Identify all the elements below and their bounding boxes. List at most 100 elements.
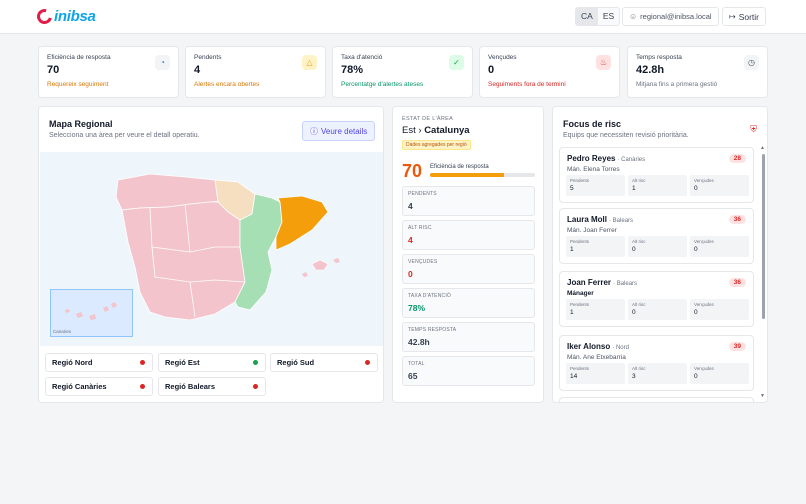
map-area[interactable]: Canaries [40,152,383,346]
area-state-label: ESTAT DE L'ÀREA [402,116,454,122]
map-region-balears[interactable] [311,259,329,271]
risk-stat-value: 0 [694,309,698,316]
stat-value: 0 [408,269,413,279]
risk-person: Pedro Reyes · Canàries [567,154,746,163]
risk-stats: Pendents 1 Alt risc 0 Vençudes 0 [566,236,749,257]
risk-stat-value: 0 [694,373,698,380]
risk-person-region: · Canàries [617,157,646,163]
status-dot [253,360,258,365]
efficiency-label: Eficiència de resposta [430,164,489,170]
scroll-up-icon[interactable]: ▲ [760,145,765,151]
kpi-card-pending[interactable]: Pendents 4 Alertes encara obertes △ [185,46,326,98]
risk-stat-value: 1 [632,185,636,192]
area-breadcrumb: Est › Catalunya [402,125,534,136]
region-chip-nord[interactable]: Regió Nord [45,353,153,372]
stat-label: VENÇUDES [408,259,438,265]
risk-person-name: Iker Alonso [567,342,611,351]
stat-value: 4 [408,235,413,245]
kpi-card-efficiency[interactable]: Eficiència de resposta 70 Requereix segu… [38,46,179,98]
risk-stat-label: Vençudes [694,302,714,307]
stat-value: 78% [408,303,426,313]
map-header: Mapa Regional Selecciona una àrea per ve… [49,119,200,139]
risk-stat-pending: Pendents 1 [566,236,625,257]
efficiency-progress-fill [430,173,504,177]
map-region-catalunya[interactable] [275,195,329,251]
area-state-panel: ESTAT DE L'ÀREA Est › Catalunya Dades ag… [392,106,544,403]
risk-card[interactable] [559,397,754,402]
scroll-down-icon[interactable]: ▼ [760,393,765,399]
region-chip-label: Regió Balears [165,382,216,391]
stat-label: TOTAL [408,361,425,367]
stat-value: 4 [408,201,413,211]
risk-card[interactable]: Laura Moll · Balears Mán. Joan Ferrer 36 … [559,208,754,264]
canarias-inset[interactable]: Canaries [50,289,133,337]
risk-stat-value: 3 [632,373,636,380]
risk-card[interactable]: Iker Alonso · Nord Mán. Ane Etxebarria 39… [559,335,754,391]
stat-label: TAXA D'ATENCIÓ [408,293,452,299]
scroll-thumb[interactable] [762,154,765,319]
risk-stat-pending: Pendents 14 [566,363,625,384]
risk-person: Laura Moll · Balears [567,215,746,224]
logout-label: Sortir [738,11,760,22]
stat-overdue: VENÇUDES 0 [402,254,535,284]
aggregated-data-tag: Dades agregades per regió [402,140,471,150]
efficiency-progress-bar [430,173,535,177]
region-chip-balears[interactable]: Regió Balears [158,377,266,396]
kpi-card-overdue[interactable]: Vençudes 0 Seguiments fora de termini ♨ [479,46,620,98]
efficiency-score: 70 [402,161,423,181]
logout-icon: ↦ [729,12,736,21]
kpi-subtitle: Mitjana fins a primera gestió [636,81,718,88]
risk-stat-value: 0 [632,309,636,316]
kpi-value: 42.8h [636,64,665,76]
status-dot [253,384,258,389]
canarias-label: Canaries [53,329,72,334]
warning-icon: △ [302,55,317,70]
region-chip-label: Regió Sud [277,358,315,367]
kpi-subtitle: Seguiments fora de termini [488,81,566,88]
language-ca-button[interactable]: CA [576,8,598,25]
kpi-title: Taxa d'atenció [341,54,383,61]
risk-stat-high-risk: Alt risc 0 [628,299,687,320]
kpi-subtitle: Requereix seguiment [47,81,109,88]
risk-card[interactable]: Pedro Reyes · Canàries Mán. Elena Torres … [559,147,754,203]
risk-stat-overdue: Vençudes 0 [690,175,749,196]
clock-icon: ◷ [744,55,759,70]
risk-stat-label: Vençudes [694,239,714,244]
logout-button[interactable]: ↦ Sortir [722,7,767,26]
risk-stats: Pendents 1 Alt risc 0 Vençudes 0 [566,299,749,320]
status-dot [140,360,145,365]
risk-person-name: Pedro Reyes [567,154,616,163]
risk-card[interactable]: Joan Ferrer · Balears Mánager 36 Pendents… [559,271,754,327]
risk-stat-label: Pendents [570,302,590,307]
risk-list[interactable]: Pedro Reyes · Canàries Mán. Elena Torres … [559,147,755,402]
kpi-title: Vençudes [488,54,517,61]
status-dot [140,384,145,389]
map-region-sud[interactable] [121,201,246,321]
top-bar: inibsa CA ES ☺ regional@inibsa.local ↦ S… [0,0,806,34]
kpi-title: Eficiència de resposta [47,54,111,61]
kpi-title: Temps resposta [636,54,682,61]
region-chip-canaries[interactable]: Regió Canàries [45,377,153,396]
view-details-label: Veure details [321,126,368,136]
kpi-card-attention-rate[interactable]: Taxa d'atenció 78% Percentatge d'alertes… [332,46,473,98]
language-es-button[interactable]: ES [602,11,615,21]
stat-high-risk: ALT RISC 4 [402,220,535,250]
risk-list-scrollbar[interactable]: ▲ ▼ [760,145,766,400]
risk-manager: Mánager [567,290,594,297]
kpi-card-response-time[interactable]: Temps resposta 42.8h Mitjana fins a prim… [627,46,768,98]
brand-logo[interactable]: inibsa [34,6,96,27]
canarias-map [65,302,117,320]
user-menu[interactable]: ☺ regional@inibsa.local [622,7,719,26]
risk-stat-label: Alt risc [632,366,646,371]
risk-stat-label: Alt risc [632,302,646,307]
risk-person: Joan Ferrer · Balears [567,278,746,287]
risk-stat-overdue: Vençudes 0 [690,363,749,384]
region-chip-est[interactable]: Regió Est [158,353,266,372]
risk-stat-high-risk: Alt risc 0 [628,236,687,257]
region-chip-sud[interactable]: Regió Sud [270,353,378,372]
risk-score-badge: 28 [728,154,746,163]
view-details-button[interactable]: ⓘ Veure details [302,121,376,141]
risk-stat-label: Pendents [570,178,590,183]
risk-stat-value: 5 [570,185,574,192]
gauge-icon: ◔ [155,55,170,70]
